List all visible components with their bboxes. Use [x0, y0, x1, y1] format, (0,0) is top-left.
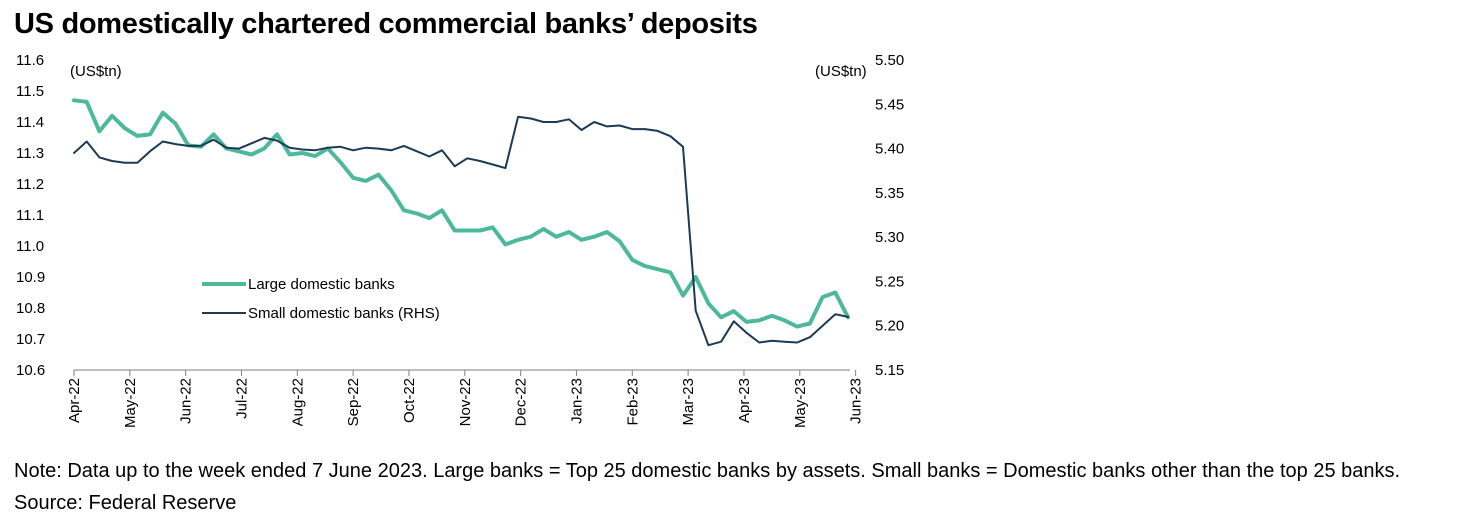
right-axis-tick-label: 5.25: [875, 273, 904, 290]
right-axis-tick-label: 5.50: [875, 52, 904, 69]
left-axis-unit-label: (US$tn): [70, 63, 122, 80]
left-axis-tick-label: 11.6: [16, 52, 44, 69]
right-axis-tick-label: 5.15: [875, 362, 904, 379]
large-banks-line: [72, 98, 850, 329]
x-axis-tick-label: Dec-22: [513, 378, 530, 426]
left-axis-tick-label: 10.8: [16, 300, 45, 317]
x-axis-tick-label: May-23: [792, 378, 809, 428]
x-axis-tick-label: Sep-22: [345, 378, 362, 426]
small-banks-line: [73, 115, 849, 347]
chart-title: US domestically chartered commercial ban…: [14, 8, 758, 40]
right-axis-tick-label: 5.40: [875, 141, 904, 158]
x-axis-tick-label: Jun-22: [178, 378, 195, 424]
left-axis-tick-label: 11.4: [16, 114, 44, 131]
left-axis-tick-label: 10.7: [16, 331, 45, 348]
right-axis-unit-label: (US$tn): [815, 63, 867, 80]
x-axis-tick-label: Feb-23: [624, 378, 641, 426]
x-axis-tick-label: Apr-23: [736, 378, 753, 423]
x-axis-tick-label: Apr-22: [66, 378, 83, 423]
x-axis-tick-label: Mar-23: [680, 378, 697, 426]
right-axis-tick-label: 5.35: [875, 185, 904, 202]
x-axis-tick-label: May-22: [122, 378, 139, 428]
x-axis-tick-label: Jul-22: [233, 378, 250, 419]
x-axis-tick-label: Jun-23: [848, 378, 865, 424]
left-axis-tick-label: 10.9: [16, 269, 45, 286]
x-axis-tick-label: Nov-22: [457, 378, 474, 426]
x-axis-tick-label: Aug-22: [289, 378, 306, 426]
left-axis-tick-label: 10.6: [16, 362, 45, 379]
chart-legend: Large domestic banks Small domestic banks…: [202, 276, 440, 322]
left-axis-tick-label: 11.3: [16, 145, 44, 162]
x-axis-tick-label: Jan-23: [568, 378, 585, 424]
left-axis-tick-label: 11.5: [16, 83, 44, 100]
left-axis-tick-label: 11.0: [16, 238, 44, 255]
left-axis-tick-label: 11.2: [16, 176, 44, 193]
legend-label: Large domestic banks: [248, 276, 395, 293]
chart-axes: 11.6 11.5 11.4 11.3 11.2 11.1 11.0 10.9 10.8 10.7…: [16, 52, 904, 428]
chart-note: Note: Data up to the week ended 7 June 2…: [14, 460, 1401, 514]
right-axis-tick-label: 5.45: [875, 96, 904, 113]
right-axis-tick-label: 5.30: [875, 229, 904, 246]
left-axis-tick-label: 11.1: [16, 207, 44, 224]
x-axis-tick-label: Oct-22: [401, 378, 418, 423]
legend-label: Small domestic banks (RHS): [248, 305, 440, 322]
series-layer: [72, 98, 850, 347]
right-axis-tick-label: 5.20: [875, 318, 904, 335]
